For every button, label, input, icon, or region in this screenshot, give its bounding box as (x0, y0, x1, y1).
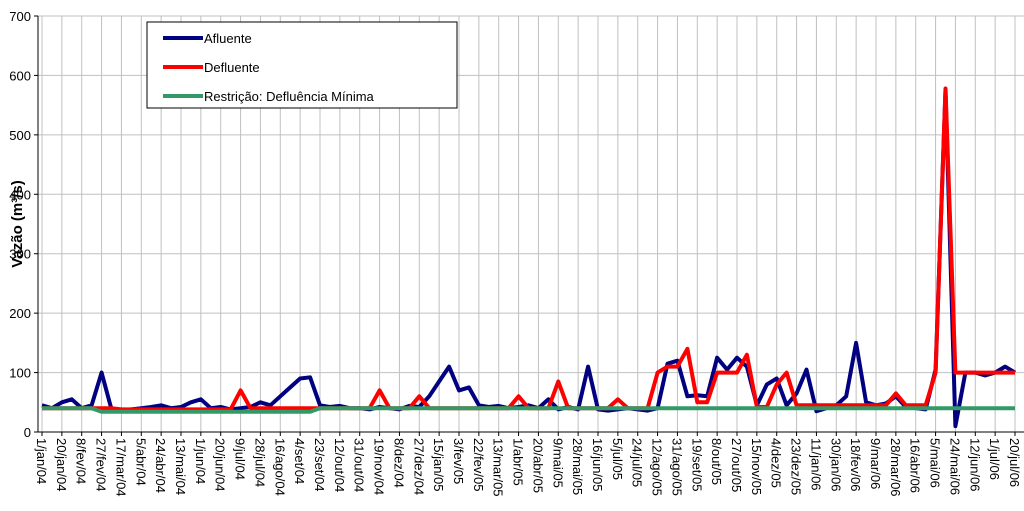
x-tick-label: 23/set/04 (312, 438, 327, 492)
series-line (42, 86, 1015, 412)
x-tick-label: 20/abr/05 (530, 438, 545, 493)
y-tick-label: 100 (9, 366, 31, 381)
x-tick-label: 16/ago/04 (272, 438, 287, 496)
x-tick-label: 19/nov/04 (372, 438, 387, 495)
x-tick-label: 5/abr/04 (133, 438, 148, 486)
x-tick-label: 8/dez/04 (391, 438, 406, 488)
x-tick-label: 12/out/04 (332, 438, 347, 492)
x-tick-label: 3/fev/05 (451, 438, 466, 484)
x-tick-label: 27/out/05 (729, 438, 744, 492)
x-tick-label: 20/jul/06 (1007, 438, 1022, 487)
x-tick-label: 15/nov/05 (749, 438, 764, 495)
x-tick-label: 12/jun/06 (967, 438, 982, 492)
y-tick-label: 0 (24, 425, 31, 440)
x-tick-label: 20/jun/04 (213, 438, 228, 492)
y-tick-label: 200 (9, 306, 31, 321)
x-tick-label: 9/mar/06 (868, 438, 883, 489)
x-tick-label: 18/fev/06 (848, 438, 863, 492)
x-tick-label: 16/abr/06 (908, 438, 923, 493)
y-tick-label: 600 (9, 68, 31, 83)
x-tick-label: 28/jul/04 (252, 438, 267, 487)
y-tick-label: 300 (9, 247, 31, 262)
x-tick-label: 22/fev/05 (471, 438, 486, 492)
x-tick-label: 24/abr/04 (153, 438, 168, 493)
y-axis-label: Vazão (m³/s) (9, 180, 26, 268)
x-tick-label: 16/jun/05 (590, 438, 605, 492)
x-tick-label: 27/fev/04 (94, 438, 109, 492)
x-tick-label: 8/out/05 (709, 438, 724, 485)
series-line (41, 88, 1017, 429)
x-tick-label: 23/dez/05 (789, 438, 804, 495)
x-tick-label: 11/jan/06 (808, 438, 823, 491)
x-tick-label: 9/mai/05 (550, 438, 565, 488)
x-tick-label: 27/dez/04 (411, 438, 426, 495)
x-tick-label: 19/set/05 (689, 438, 704, 492)
x-tick-label: 20/jan/04 (54, 438, 69, 492)
legend-label: Afluente (204, 31, 252, 46)
x-tick-label: 5/jul/05 (610, 438, 625, 480)
x-tick-label: 30/jan/06 (828, 438, 843, 492)
legend-label: Defluente (204, 60, 260, 75)
x-tick-label: 17/mar/04 (113, 438, 128, 497)
x-tick-label: 31/out/04 (352, 438, 367, 492)
x-tick-label: 12/ago/05 (650, 438, 665, 496)
x-tick-label: 13/mai/04 (173, 438, 188, 495)
x-tick-label: 9/jul/04 (233, 438, 248, 480)
y-tick-label: 700 (9, 9, 31, 24)
x-tick-label: 4/set/04 (292, 438, 307, 484)
x-tick-label: 13/mar/05 (491, 438, 506, 497)
x-tick-label: 8/fev/04 (74, 438, 89, 484)
x-tick-label: 5/mai/06 (928, 438, 943, 488)
legend-label: Restrição: Defluência Mínima (204, 89, 375, 104)
x-tick-label: 1/jun/04 (193, 438, 208, 484)
y-tick-label: 500 (9, 128, 31, 143)
x-tick-label: 31/ago/05 (669, 438, 684, 496)
x-tick-label: 24/mai/06 (947, 438, 962, 495)
x-tick-label: 15/jan/05 (431, 438, 446, 492)
x-tick-label: 4/dez/05 (769, 438, 784, 488)
x-tick-label: 28/mai/05 (570, 438, 585, 495)
x-tick-label: 24/jul/05 (630, 438, 645, 487)
x-tick-label: 1/jul/06 (987, 438, 1002, 480)
x-tick-label: 1/jan/04 (34, 438, 49, 484)
x-tick-label: 28/mar/06 (888, 438, 903, 497)
y-tick-label: 400 (9, 187, 31, 202)
x-tick-label: 1/abr/05 (511, 438, 526, 486)
series-line (42, 406, 1015, 414)
